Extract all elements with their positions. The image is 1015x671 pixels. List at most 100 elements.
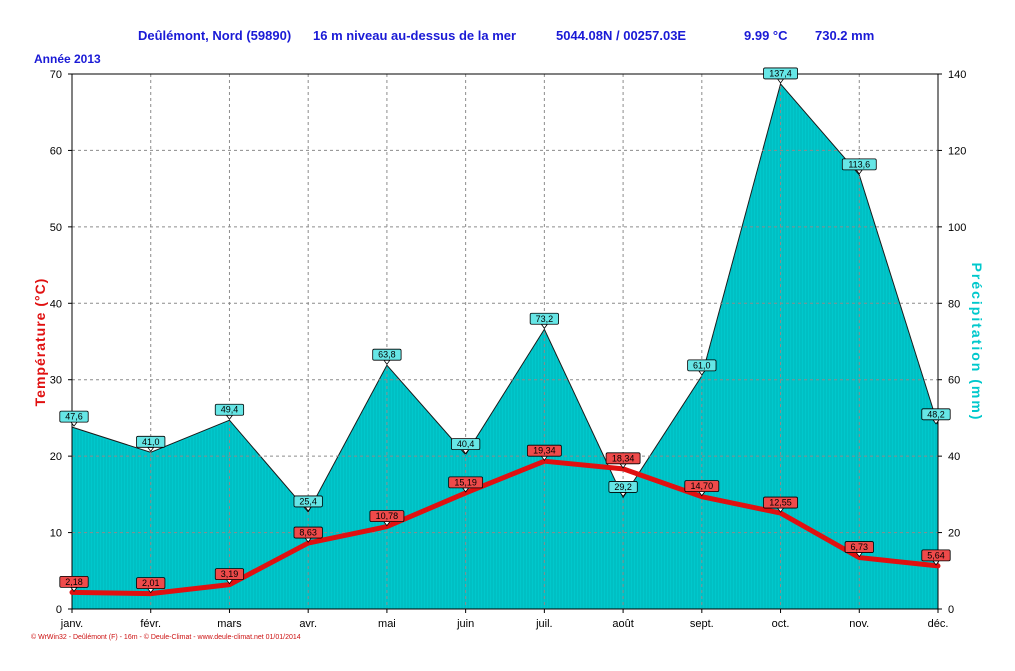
temperature-data-label: 15,19 <box>448 476 484 493</box>
left-axis-tick-label: 70 <box>50 69 62 81</box>
right-axis-tick-label: 60 <box>948 375 960 387</box>
data-label-box <box>687 359 717 372</box>
data-label-text: 47,6 <box>65 412 83 422</box>
right-axis-tick-label: 140 <box>948 69 966 81</box>
left-axis-tick-label: 40 <box>50 298 62 310</box>
data-label-text: 137,4 <box>769 68 792 78</box>
chart-header: Deûlémont, Nord (59890) 16 m niveau au-d… <box>0 28 1015 46</box>
precipitation-data-label: 47,6 <box>59 410 89 427</box>
data-label-text: 3,19 <box>221 569 239 579</box>
data-label-text: 18,34 <box>612 453 635 463</box>
x-axis-tick-label: juil. <box>535 618 553 630</box>
data-label-box <box>605 452 641 465</box>
data-label-text: 2,18 <box>65 577 83 587</box>
left-axis-tick-label: 50 <box>50 222 62 234</box>
data-label-text: 5,64 <box>927 550 945 560</box>
data-label-text: 10,78 <box>376 511 399 521</box>
data-label-box <box>763 496 798 509</box>
left-axis-title: Température (°C) <box>32 278 48 407</box>
x-axis-tick-label: mars <box>217 618 242 630</box>
year-label: Année 2013 <box>34 52 101 66</box>
right-axis-tick-label: 0 <box>948 604 954 616</box>
station-altitude: 16 m niveau au-dessus de la mer <box>313 28 517 43</box>
precipitation-data-label: 25,4 <box>293 495 323 512</box>
temperature-data-label: 2,18 <box>59 575 89 593</box>
temperature-data-label: 5,64 <box>921 549 951 566</box>
data-label-text: 14,70 <box>691 481 714 491</box>
x-axis-tick-label: févr. <box>140 618 161 630</box>
data-label-box <box>529 312 559 325</box>
data-label-box <box>293 495 323 508</box>
x-axis-tick-label: août <box>612 618 633 630</box>
data-label-box <box>451 438 481 451</box>
data-label-box <box>59 575 89 588</box>
precipitation-data-label: 73,2 <box>529 312 559 329</box>
data-label-text: 49,4 <box>221 405 239 415</box>
x-axis-tick-label: mai <box>378 618 396 630</box>
temperature-data-label: 10,78 <box>369 510 405 527</box>
data-label-pointer <box>383 359 391 365</box>
x-axis-tick-label: janv. <box>60 618 83 630</box>
data-label-box <box>59 410 89 423</box>
x-axis-tick-label: sept. <box>690 618 714 630</box>
data-label-box <box>369 510 405 523</box>
temperature-data-label: 14,70 <box>684 480 720 497</box>
data-label-box <box>293 526 323 539</box>
precipitation-data-label: 61,0 <box>687 359 717 376</box>
precipitation-data-label: 49,4 <box>214 403 245 420</box>
data-label-pointer <box>776 78 785 84</box>
left-axis-tick-label: 20 <box>50 451 62 463</box>
data-label-box <box>684 480 720 493</box>
x-axis-tick-label: oct. <box>772 618 790 630</box>
left-axis-tick-label: 10 <box>50 528 62 540</box>
data-label-box <box>921 549 951 562</box>
data-label-text: 29,2 <box>614 482 632 492</box>
station-name: Deûlémont, Nord (59890) <box>138 28 292 43</box>
temperature-line <box>69 458 941 597</box>
station-coordinates: 5044.08N / 00257.03E <box>556 28 687 43</box>
left-axis-tick-label: 60 <box>50 145 62 157</box>
data-label-box <box>526 444 562 457</box>
precipitation-data-label: 40,4 <box>451 438 481 455</box>
data-label-text: 73,2 <box>536 314 554 324</box>
data-label-box <box>921 408 951 421</box>
data-label-text: 12,55 <box>769 498 792 508</box>
grid-lines <box>72 74 938 609</box>
right-axis-tick-label: 40 <box>948 451 960 463</box>
data-label-box <box>448 476 484 489</box>
x-axis-tick-label: déc. <box>928 618 949 630</box>
data-label-box <box>841 158 877 171</box>
temperature-data-label: 2,01 <box>136 577 166 594</box>
data-label-text: 2,01 <box>142 578 160 588</box>
data-label-box <box>214 568 245 581</box>
temperature-data-label: 6,73 <box>844 541 874 558</box>
data-label-box <box>608 481 638 493</box>
right-axis-tick-label: 20 <box>948 528 960 540</box>
temperature-data-label: 3,19 <box>214 568 245 585</box>
data-label-text: 40,4 <box>457 439 475 449</box>
total-precipitation: 730.2 mm <box>815 28 875 43</box>
data-label-text: 6,73 <box>851 542 869 552</box>
right-axis-title: Précipitation (mm) <box>969 263 985 422</box>
data-label-box <box>844 541 874 553</box>
x-axis-tick-label: juin <box>456 618 474 630</box>
right-axis-tick-label: 120 <box>948 145 966 157</box>
data-label-box <box>763 67 798 80</box>
data-label-pointer <box>146 446 155 452</box>
plot-border <box>71 73 939 610</box>
left-axis-tick-label: 0 <box>56 604 62 616</box>
data-label-box <box>372 348 402 361</box>
data-label-box <box>136 577 166 590</box>
data-label-box <box>136 435 166 448</box>
data-label-pointer <box>540 323 549 329</box>
data-label-text: 48,2 <box>927 409 945 419</box>
data-label-text: 63,8 <box>378 350 396 360</box>
precipitation-data-label: 41,0 <box>136 435 166 452</box>
right-axis-tick-label: 80 <box>948 298 960 310</box>
data-label-text: 15,19 <box>454 477 477 487</box>
left-axis-tick-label: 30 <box>50 375 62 387</box>
x-axis-tick-label: avr. <box>299 618 317 630</box>
temperature-data-label: 18,34 <box>605 452 641 469</box>
precipitation-data-label: 48,2 <box>921 408 951 425</box>
